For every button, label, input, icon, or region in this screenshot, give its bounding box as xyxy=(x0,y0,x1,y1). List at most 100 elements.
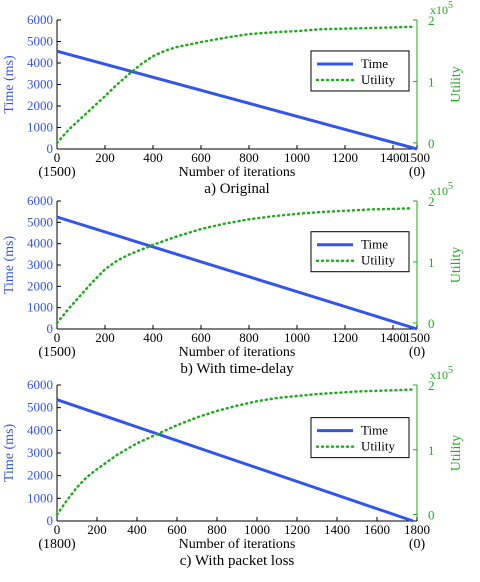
y-right-tick-label: 1 xyxy=(428,255,435,270)
y-axis-right-title: Utility xyxy=(449,247,464,284)
y-left-tick-label: 1000 xyxy=(27,300,53,315)
chart-caption: c) With packet loss xyxy=(180,553,295,569)
y-left-tick-label: 5000 xyxy=(27,214,53,229)
x-end-label-start: (1800) xyxy=(38,537,76,552)
right-axis-exponent: x105 xyxy=(430,365,453,382)
chart-caption: b) With time-delay xyxy=(180,361,294,377)
y-right-tick-label: 1 xyxy=(428,74,435,89)
y-left-tick-label: 2000 xyxy=(27,468,53,483)
x-tick-label: 600 xyxy=(191,150,211,165)
x-tick-label: 400 xyxy=(143,150,163,165)
y-left-tick-label: 1000 xyxy=(27,120,53,135)
series-line-time xyxy=(56,215,418,331)
x-tick-label: 1200 xyxy=(332,330,358,345)
y-right-tick-label: 0 xyxy=(428,508,435,523)
chart-panel-1: 0 200 400 600 800 1000 1200 1400150001000200030… xyxy=(2,0,464,197)
legend-box xyxy=(310,50,410,92)
x-tick-label: 0 xyxy=(54,330,61,345)
y-left-tick-label: 0 xyxy=(47,141,54,156)
x-tick-label: 200 xyxy=(95,330,115,345)
x-tick-label: 1400 xyxy=(380,150,406,165)
x-tick-label: 1500 xyxy=(404,330,430,345)
y-left-tick-label: 3000 xyxy=(27,77,53,92)
y-right-tick-label: 2 xyxy=(428,378,435,393)
y-right-tick-label: 2 xyxy=(428,194,435,209)
y-left-tick-label: 4000 xyxy=(27,422,53,437)
exponent-power: 5 xyxy=(448,0,453,11)
y-left-tick-label: 5000 xyxy=(27,34,53,49)
legend-box xyxy=(310,417,410,459)
x-end-label-end: (0) xyxy=(409,345,426,360)
y-left-tick-label: 5000 xyxy=(27,400,53,415)
x-tick-label: 1800 xyxy=(404,522,430,537)
y-left-tick-label: 2000 xyxy=(27,98,53,113)
y-left-tick-label: 3000 xyxy=(27,257,53,272)
x-tick-label: 1000 xyxy=(244,522,270,537)
legend-label-time: Time xyxy=(361,237,388,252)
y-axis-left-title: Time (ms) xyxy=(2,424,17,483)
x-tick-label: 400 xyxy=(143,330,163,345)
right-axis-exponent: x105 xyxy=(430,181,453,198)
legend-label-time: Time xyxy=(361,56,388,71)
x-tick-label: 400 xyxy=(127,522,147,537)
legend-label-utility: Utility xyxy=(361,72,395,87)
x-tick-label: 0 xyxy=(54,522,61,537)
x-tick-label: 800 xyxy=(239,150,259,165)
series-line-utility xyxy=(55,388,415,516)
legend-label-utility: Utility xyxy=(361,253,395,268)
legend-label-time: Time xyxy=(361,423,388,438)
x-tick-label: 1400 xyxy=(324,522,350,537)
x-tick-label: 200 xyxy=(95,150,115,165)
right-axis-exponent: x105 xyxy=(430,0,453,17)
y-axis-left-title: Time (ms) xyxy=(2,236,17,295)
y-left-tick-label: 2000 xyxy=(27,278,53,293)
y-axis-right-title: Utility xyxy=(449,66,464,103)
y-right-tick-label: 0 xyxy=(428,136,435,151)
x-tick-label: 600 xyxy=(191,330,211,345)
x-tick-label: 800 xyxy=(207,522,227,537)
x-tick-label: 800 xyxy=(239,330,259,345)
y-left-tick-label: 4000 xyxy=(27,236,53,251)
y-axis-right-title: Utility xyxy=(449,435,464,472)
exponent-base: x10 xyxy=(430,368,448,382)
x-axis-title: Number of iterations xyxy=(179,165,296,180)
series-line-utility xyxy=(55,25,414,145)
series-line-utility xyxy=(55,207,414,325)
x-end-label-start: (1500) xyxy=(38,345,76,360)
x-end-label-start: (1500) xyxy=(38,165,76,180)
series-line-time xyxy=(56,49,418,151)
y-right-tick-label: 2 xyxy=(428,13,435,28)
y-right-tick-label: 0 xyxy=(428,316,435,331)
chart-panel-3: 0 200 400 600 800 1000 1200 1400 1600 18000100020… xyxy=(2,365,464,569)
legend-label-utility: Utility xyxy=(361,439,395,454)
x-end-label-end: (0) xyxy=(409,537,426,552)
x-tick-label: 1000 xyxy=(284,330,310,345)
y-left-tick-label: 6000 xyxy=(27,193,53,208)
y-right-tick-label: 1 xyxy=(428,443,435,458)
x-tick-label: 1200 xyxy=(284,522,310,537)
x-tick-label: 600 xyxy=(167,522,187,537)
x-tick-label: 200 xyxy=(87,522,107,537)
exponent-base: x10 xyxy=(430,184,448,198)
chart-caption: a) Original xyxy=(204,181,269,197)
x-tick-label: 1600 xyxy=(364,522,390,537)
x-tick-label: 1200 xyxy=(332,150,358,165)
y-left-tick-label: 0 xyxy=(47,513,54,528)
y-axis-left-title: Time (ms) xyxy=(2,55,17,114)
exponent-power: 5 xyxy=(448,365,453,376)
series-line-time xyxy=(56,398,414,523)
x-tick-label: 1400 xyxy=(380,330,406,345)
exponent-power: 5 xyxy=(448,181,453,192)
y-left-tick-label: 1000 xyxy=(27,490,53,505)
exponent-base: x10 xyxy=(430,3,448,17)
y-left-tick-label: 6000 xyxy=(27,12,53,27)
y-left-tick-label: 3000 xyxy=(27,445,53,460)
x-tick-label: 1000 xyxy=(284,150,310,165)
x-tick-label: 0 xyxy=(54,150,61,165)
y-left-tick-label: 4000 xyxy=(27,55,53,70)
y-left-tick-label: 0 xyxy=(47,321,54,336)
x-axis-title: Number of iterations xyxy=(179,345,296,360)
x-axis-title: Number of iterations xyxy=(179,537,296,552)
x-end-label-end: (0) xyxy=(409,165,426,180)
